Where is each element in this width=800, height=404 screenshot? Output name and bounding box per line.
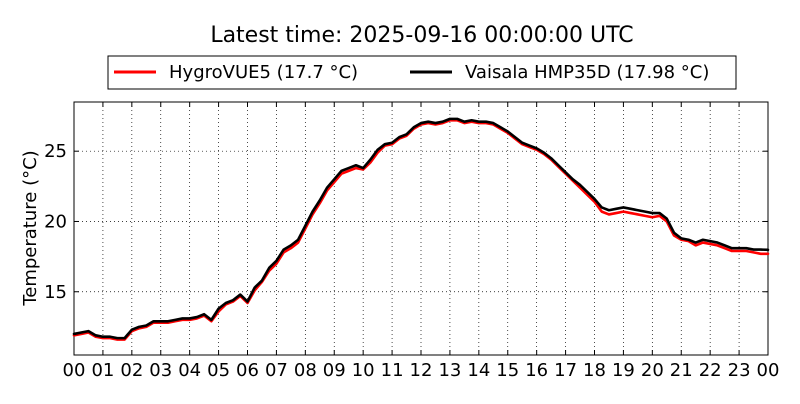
legend-label-1: HygroVUE5 (17.7 °C) xyxy=(169,62,358,83)
x-tick-label: 07 xyxy=(265,360,288,381)
x-tick-label: 08 xyxy=(294,360,317,381)
x-tick-label: 10 xyxy=(352,360,375,381)
x-tick-label: 19 xyxy=(612,360,635,381)
x-tick-label: 09 xyxy=(323,360,346,381)
y-tick-label: 25 xyxy=(44,141,67,162)
x-tick-label: 05 xyxy=(207,360,230,381)
x-tick-label: 20 xyxy=(641,360,664,381)
x-tick-label: 21 xyxy=(670,360,693,381)
x-tick-label: 18 xyxy=(583,360,606,381)
y-tick-label: 20 xyxy=(44,211,67,232)
y-axis-label: Temperature (°C) xyxy=(20,150,41,306)
x-tick-label: 00 xyxy=(757,360,780,381)
series-layer xyxy=(72,117,770,341)
x-axis: 00 01 02 03 04 05 06 07 08 09 10 11 12 13 14 15 16 17 18 19… xyxy=(63,102,780,381)
x-tick-label: 11 xyxy=(381,360,404,381)
x-tick-label: 13 xyxy=(438,360,461,381)
x-tick-label: 16 xyxy=(525,360,548,381)
legend-label-2: Vaisala HMP35D (17.98 °C) xyxy=(465,62,709,83)
x-tick-label: 17 xyxy=(554,360,577,381)
series-line-2 xyxy=(72,117,770,340)
x-tick-label: 23 xyxy=(728,360,751,381)
x-tick-label: 06 xyxy=(236,360,259,381)
x-tick-label: 15 xyxy=(496,360,519,381)
legend: HygroVUE5 (17.7 °C) Vaisala HMP35D (17.98… xyxy=(107,55,737,90)
chart-title: Latest time: 2025-09-16 00:00:00 UTC xyxy=(210,23,633,48)
x-tick-label: 04 xyxy=(178,360,201,381)
y-tick-label: 15 xyxy=(44,282,67,303)
x-tick-label: 12 xyxy=(410,360,433,381)
y-axis: 15 20 25 xyxy=(44,141,768,303)
x-tick-label: 00 xyxy=(63,360,86,381)
x-tick-label: 14 xyxy=(467,360,490,381)
x-tick-label: 01 xyxy=(91,360,114,381)
plot-area xyxy=(73,101,769,356)
x-tick-label: 22 xyxy=(699,360,722,381)
x-tick-label: 02 xyxy=(120,360,143,381)
x-tick-label: 03 xyxy=(149,360,172,381)
